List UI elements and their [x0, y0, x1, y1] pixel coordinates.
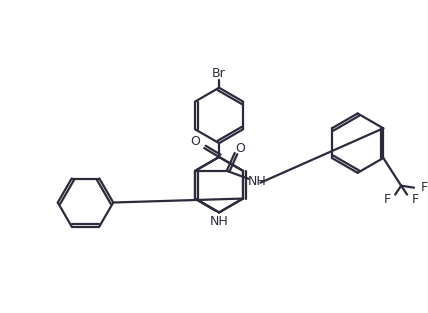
Text: NH: NH	[210, 215, 229, 228]
Text: O: O	[236, 141, 246, 155]
Text: F: F	[411, 193, 419, 206]
Text: Br: Br	[212, 67, 226, 80]
Text: NH: NH	[248, 175, 267, 188]
Text: F: F	[384, 193, 391, 206]
Text: F: F	[420, 181, 428, 194]
Text: O: O	[190, 135, 200, 148]
